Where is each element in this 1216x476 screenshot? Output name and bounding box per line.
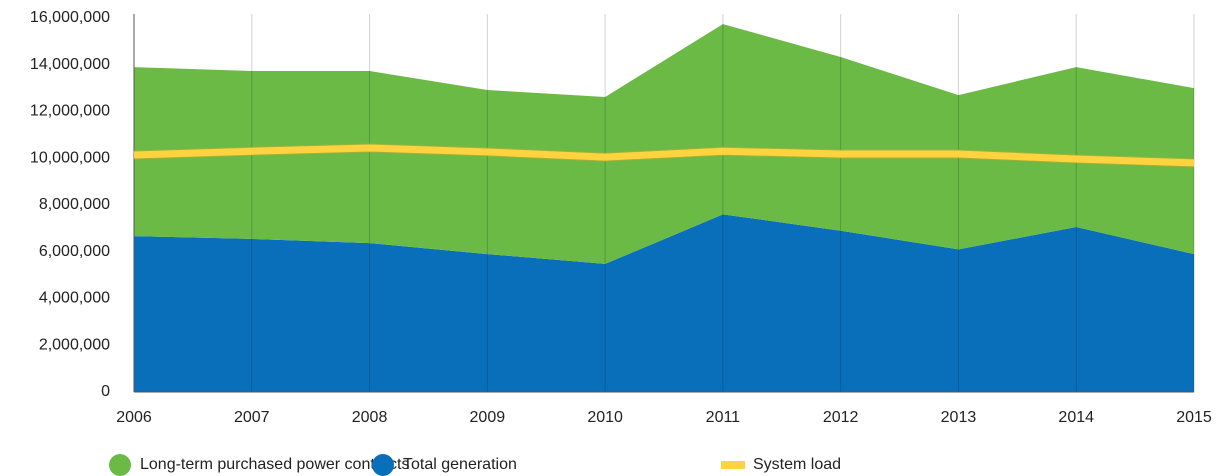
- y-tick-label: 2,000,000: [39, 336, 110, 353]
- x-tick-label: 2006: [116, 409, 152, 426]
- x-tick-label: 2012: [823, 409, 859, 426]
- legend-label: System load: [753, 456, 841, 473]
- x-tick-label: 2008: [352, 409, 388, 426]
- y-tick-label: 8,000,000: [39, 196, 110, 213]
- legend-swatch: [721, 461, 745, 469]
- x-tick-label: 2010: [587, 409, 623, 426]
- x-tick-label: 2015: [1176, 409, 1212, 426]
- legend-swatch: [372, 454, 394, 476]
- y-tick-label: 14,000,000: [30, 56, 110, 73]
- y-tick-label: 6,000,000: [39, 243, 110, 260]
- legend-label: Total generation: [403, 456, 517, 473]
- line: [133, 144, 1195, 167]
- area: [134, 24, 1194, 264]
- y-tick-label: 16,000,000: [30, 9, 110, 26]
- y-tick-label: 4,000,000: [39, 290, 110, 307]
- legend-label: Long-term purchased power contracts: [140, 456, 409, 473]
- y-tick-label: 0: [101, 383, 110, 400]
- y-tick-label: 10,000,000: [30, 149, 110, 166]
- x-tick-label: 2009: [470, 409, 506, 426]
- area: [134, 214, 1194, 392]
- x-tick-label: 2013: [941, 409, 977, 426]
- x-tick-label: 2007: [234, 409, 270, 426]
- x-tick-label: 2011: [706, 409, 741, 426]
- x-tick-label: 2014: [1058, 409, 1094, 426]
- legend-swatch: [109, 454, 131, 476]
- y-tick-label: 12,000,000: [30, 103, 110, 120]
